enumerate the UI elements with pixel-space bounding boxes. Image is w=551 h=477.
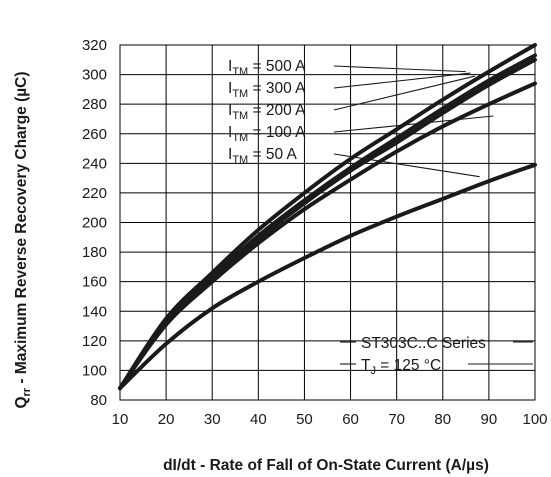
x-tick-label-90: 90 (481, 411, 498, 428)
series-label-itm-50a: ITM = 50 A (228, 146, 298, 166)
leader-line-itm-200a (333, 75, 476, 111)
x-tick-label-50: 50 (296, 411, 313, 428)
series-label-itm-300a: ITM = 300 A (228, 80, 306, 100)
y-axis-title: Qrr - Maximum Reverse Recovery Charge (µ… (13, 71, 33, 408)
x-tick-label-40: 40 (250, 411, 267, 428)
y-tick-label-120: 120 (82, 333, 107, 350)
x-tick-label-10: 10 (112, 411, 129, 428)
annotation-junction-temperature: TJ = 125 °C (361, 357, 441, 377)
curve-itm-500a (118, 43, 537, 391)
y-tick-label-260: 260 (82, 126, 107, 143)
leader-line-itm-100a (333, 115, 494, 133)
y-tick-label-100: 100 (82, 362, 107, 379)
leader-line-itm-500a (333, 65, 466, 73)
x-tick-labels: 10 20 30 40 50 60 70 80 90 100 (112, 411, 548, 428)
y-tick-label-240: 240 (82, 155, 107, 172)
y-tick-label-180: 180 (82, 244, 107, 261)
y-tick-label-80: 80 (90, 392, 107, 409)
y-tick-label-200: 200 (82, 215, 107, 232)
y-tick-label-320: 320 (82, 37, 107, 54)
y-tick-label-160: 160 (82, 274, 107, 291)
x-tick-label-60: 60 (342, 411, 359, 428)
curve-itm-50a (118, 162, 537, 391)
condition-annotation: ST303C..C Series TJ = 125 °C (340, 335, 533, 377)
x-tick-label-20: 20 (158, 411, 175, 428)
plot-frame (119, 44, 536, 401)
y-axis-title-symbol: Q (13, 396, 30, 408)
x-tick-label-70: 70 (388, 411, 405, 428)
series-label-itm-500a: ITM = 500 A (228, 58, 306, 78)
y-axis-title-text: - Maximum Reverse Recovery Charge (µC) (13, 71, 30, 387)
x-axis-title: dI/dt - Rate of Fall of On-State Current… (163, 457, 489, 474)
leader-line-itm-50a (333, 153, 480, 178)
curve-itm-100a (118, 81, 537, 391)
y-tick-label-280: 280 (82, 96, 107, 113)
y-tick-label-300: 300 (82, 67, 107, 84)
curves (118, 43, 537, 391)
series-label-itm-200a: ITM = 200 A (228, 102, 306, 122)
x-tick-label-30: 30 (204, 411, 221, 428)
y-tick-label-140: 140 (82, 303, 107, 320)
y-tick-label-220: 220 (82, 185, 107, 202)
leader-line-itm-300a (333, 72, 471, 89)
x-tick-label-100: 100 (522, 411, 547, 428)
y-axis-title-subscript: rr (21, 387, 33, 396)
y-tick-labels: 80 100 120 140 160 180 200 220 240 260 280 300 320 (82, 37, 107, 409)
x-tick-label-80: 80 (434, 411, 451, 428)
series-label-itm-100a: ITM = 100 A (228, 124, 306, 144)
annotation-series-name: ST303C..C Series (361, 335, 486, 352)
